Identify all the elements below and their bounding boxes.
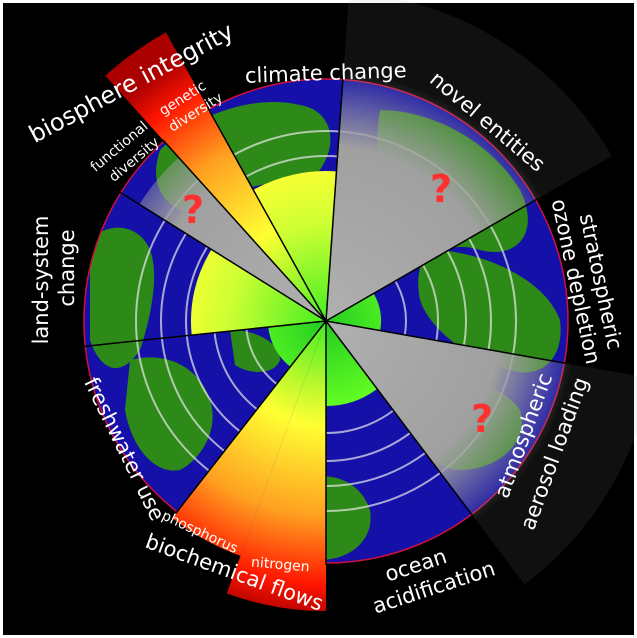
sector-dividers	[83, 77, 567, 565]
sector-divider	[83, 320, 327, 348]
wedge-climate-change	[253, 171, 337, 321]
wedge-biosphere-integrity-genetic	[105, 32, 326, 322]
question-mark-novel-entities: ?	[430, 167, 452, 211]
sector-divider	[325, 320, 567, 365]
sector-divider	[175, 320, 327, 514]
question-mark-functional-diversity: ?	[182, 188, 204, 232]
wedge-biosphere-integrity-functional	[139, 157, 326, 321]
wedge-novel-entities	[326, 0, 612, 321]
question-mark-aerosol-loading: ?	[471, 397, 493, 441]
label-land-system-change-line1: land-system	[29, 216, 53, 345]
label-land-system-change-line2: change	[55, 229, 79, 306]
boundary-wedges	[105, 0, 637, 611]
sector-divider	[207, 107, 327, 322]
wedge-atmospheric-aerosol-loading	[326, 321, 637, 585]
label-climate-change: climate change	[245, 58, 407, 88]
wedge-freshwater-use	[268, 321, 326, 367]
sector-divider	[118, 191, 327, 322]
wedge-stratospheric-ozone-depletion	[326, 293, 382, 331]
sector-divider	[325, 198, 538, 322]
sector-divider	[325, 77, 344, 322]
sector-divider	[325, 320, 474, 517]
wedge-biochemical-flows-phosphorus	[172, 321, 326, 556]
wedge-ocean-acidification	[326, 321, 378, 406]
sector-divider	[162, 139, 327, 322]
wedge-land-system-change	[190, 249, 326, 336]
label-nitrogen: nitrogen	[250, 554, 310, 575]
wedge-biochemical-flows-nitrogen	[226, 321, 326, 611]
